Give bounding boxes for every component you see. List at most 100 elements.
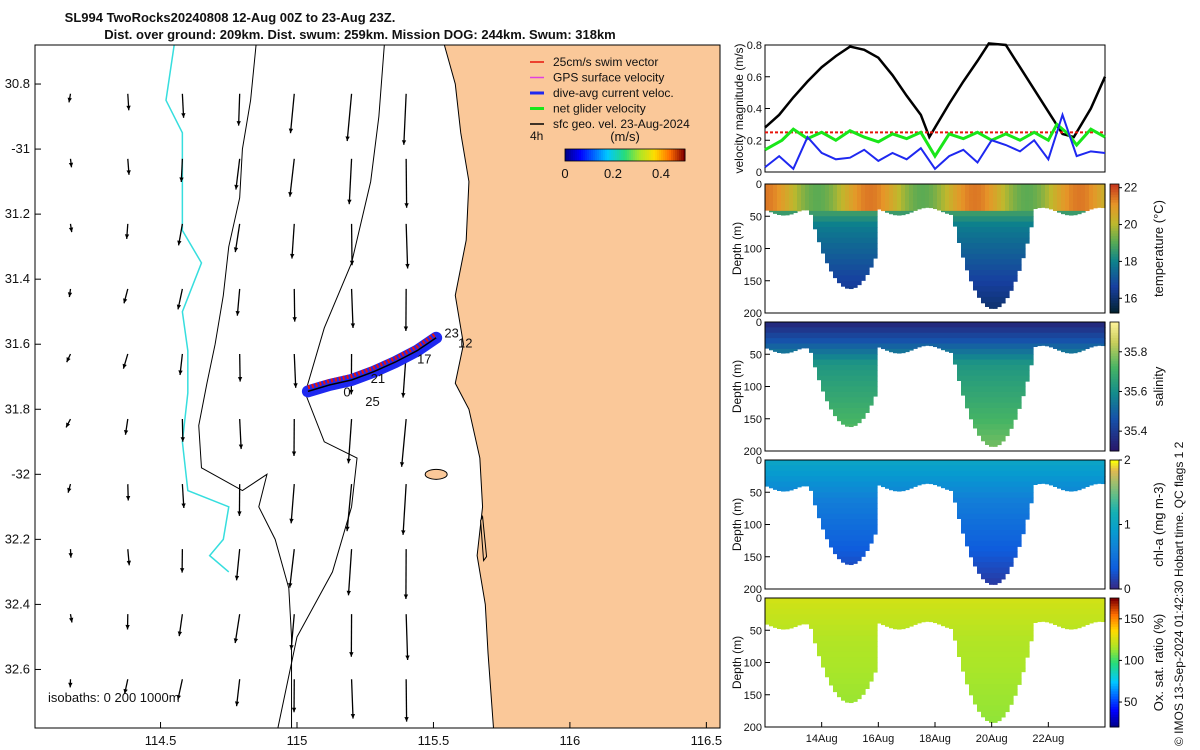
section-cell [813,630,818,637]
section-cell [837,465,842,472]
section-cell [1029,354,1034,361]
section-cell [1001,578,1006,580]
section-cell [997,481,1002,488]
velocity-y-tick-label: 0 [756,167,762,179]
colorbar-cell [651,149,654,161]
section-cell [925,200,930,207]
section-cell [965,608,970,615]
section-cell [841,476,846,483]
section-cell [853,264,858,271]
section-cell [993,630,998,637]
section-cell [829,381,834,388]
section-cell [1029,492,1034,499]
section-cell [1013,221,1018,228]
section-cell [865,210,870,217]
section-colorbar-cell [1110,282,1119,286]
section-cell [845,486,850,493]
colorbar-cell [631,149,634,161]
section-cell [977,646,982,653]
section-cell [1017,476,1022,483]
section-cell [965,375,970,382]
section-cell [977,327,982,334]
section-cell [1009,497,1014,504]
section-cell [845,470,850,477]
section-cell [1029,486,1034,493]
section-cell [857,667,862,674]
section-cell [1025,492,1030,499]
section-cell [805,608,810,615]
section-cell [981,322,986,328]
geo-vector [291,223,295,259]
section-cell [1037,343,1042,347]
section-cell [797,465,802,472]
section-cell [837,370,842,377]
section-cell [829,338,834,345]
section-cell [973,635,978,642]
section-cell [1093,322,1098,328]
section-cell [997,348,1002,355]
section-colorbar-cell [1110,209,1119,213]
section-cell [1049,200,1054,207]
section-cell [905,322,910,328]
section-cell [777,189,782,196]
section-cell [941,465,946,472]
section-cell [989,253,994,260]
section-colorbar-cell [1110,269,1119,273]
section-cell [809,603,814,610]
section-cell [993,332,998,339]
section-cell [833,194,838,201]
colorbar-cell [675,149,678,161]
section-cell [973,646,978,653]
section-cell [973,370,978,377]
section-cell [817,210,822,217]
section-cell [977,598,982,604]
section-cell [773,598,778,604]
section-cell [1069,460,1074,466]
section-cell [941,598,946,604]
section-cell [933,476,938,483]
section-cell [1033,327,1038,334]
section-cell [833,413,838,417]
section-cell [765,343,770,349]
section-cell [1085,200,1090,207]
section-cell [861,243,866,250]
section-cell [1065,486,1070,492]
depth-tick-label: 0 [756,455,762,467]
section-cell [781,476,786,483]
section-cell [909,343,914,350]
section-cell [845,413,850,420]
colorbar-cell [603,149,606,161]
section-cell [981,286,986,293]
section-cell [833,684,838,690]
section-cell [977,348,982,355]
section-cell [1001,440,1006,442]
section-cell [1093,614,1098,621]
section-cell [849,280,854,287]
section-cell [997,476,1002,483]
section-colorbar-cell [1110,329,1119,333]
section-cell [1021,598,1026,604]
section-cell [765,327,770,334]
section-cell [1093,327,1098,334]
section-cell [985,598,990,604]
section-colorbar-cell [1110,616,1119,620]
depth-tick-label: 100 [744,658,762,670]
section-cell [997,503,1002,509]
section-cell [1009,598,1014,604]
section-cell [985,551,990,558]
section-cell [765,470,770,477]
section-cell [965,524,970,531]
section-cell [1009,603,1014,610]
section-cell [833,529,838,536]
section-cell [1025,184,1030,190]
section-colorbar-cell [1110,399,1119,403]
section-cell [785,603,790,610]
section-cell [1001,253,1006,260]
geo-vector-head [350,323,356,328]
section-cell [1025,327,1030,334]
depth-tick-label: 0 [756,179,762,191]
section-cell [881,619,886,626]
section-cell [989,641,994,647]
section-cell [865,635,870,642]
section-cell [853,667,858,674]
